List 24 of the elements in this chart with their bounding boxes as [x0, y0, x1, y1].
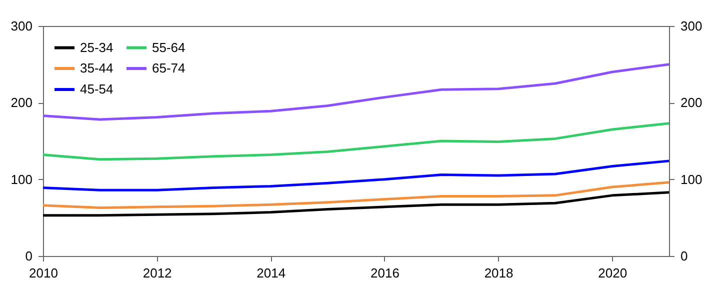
x-tick-label: 2018	[484, 266, 514, 280]
x-tick-label: 2012	[142, 266, 172, 280]
y-tick-label: 300	[10, 18, 32, 34]
y-tick-label: 200	[10, 95, 32, 110]
x-tick-label: 2014	[256, 266, 286, 280]
y-tick-label: 100	[10, 172, 32, 187]
y2-tick-label: 100	[680, 172, 702, 187]
y-tick-label: 0	[25, 248, 32, 264]
y2-tick-label: 300	[680, 18, 702, 34]
line-series	[42, 63, 670, 121]
legend-label: 35-44	[80, 60, 114, 76]
y2-tick-label: 200	[680, 95, 702, 110]
x-tick-label: 2020	[598, 266, 628, 280]
legend-label: 65-74	[152, 60, 186, 76]
x-tick-label: 2016	[370, 266, 400, 280]
line-series	[42, 191, 670, 217]
legend-label: 55-64	[152, 40, 186, 55]
legend-label: 45-54	[80, 82, 114, 96]
line-series	[42, 122, 670, 161]
x-tick-label: 2010	[29, 266, 58, 280]
line-series	[42, 181, 670, 209]
line-series	[42, 160, 670, 192]
legend-label: 25-34	[80, 40, 114, 55]
y2-tick-label: 0	[680, 248, 688, 264]
